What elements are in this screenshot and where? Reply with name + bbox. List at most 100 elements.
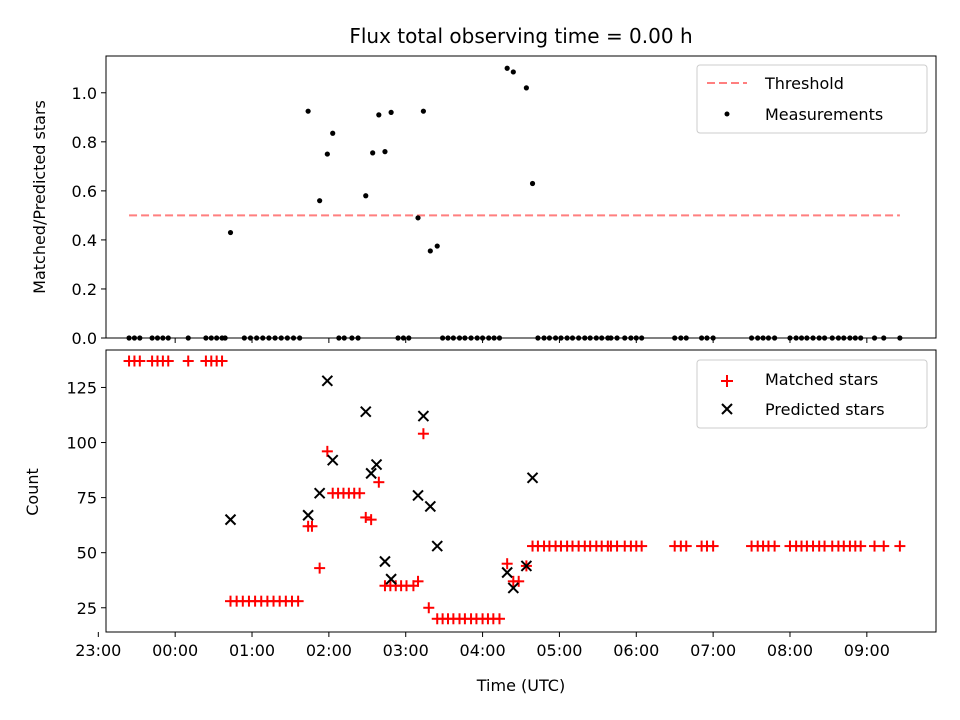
predicted-star-point — [224, 513, 237, 526]
matched-star-point — [354, 487, 366, 499]
measurement-point — [415, 215, 421, 221]
measurement-point — [330, 130, 336, 136]
predicted-star-point — [385, 573, 397, 585]
predicted-star-point — [379, 555, 391, 568]
top-y-axis-label: Matched/Predicted stars — [30, 100, 49, 294]
x-tick-label: 08:00 — [767, 641, 813, 660]
predicted-star-point — [370, 458, 383, 471]
predicted-star-point — [424, 500, 437, 513]
matched-star-point — [314, 562, 326, 574]
matched-star-point — [412, 575, 424, 587]
matched-star-point — [493, 613, 505, 625]
top-panel: Flux total observing time = 0.00 h Match… — [30, 24, 937, 348]
predicted-star-point — [365, 467, 377, 480]
top-legend: Threshold Measurements — [696, 64, 928, 134]
measurement-point — [227, 229, 234, 236]
matched-star-point — [869, 540, 881, 552]
matched-star-point — [855, 540, 867, 552]
predicted-star-point — [507, 582, 520, 594]
measurement-point — [420, 108, 426, 114]
measurement-point — [523, 85, 529, 91]
bottom-y-tick-label: 125 — [66, 378, 97, 397]
matched-star-point — [182, 355, 194, 367]
measurement-point — [382, 149, 388, 155]
measurement-point — [434, 243, 440, 249]
bottom-legend-box — [696, 359, 928, 429]
x-tick-label: 06:00 — [613, 641, 659, 660]
top-y-tick-label: 0.2 — [72, 280, 97, 299]
top-y-tick-label: 0.8 — [72, 133, 97, 152]
matched-star-point — [216, 355, 228, 367]
predicted-star-point — [501, 566, 513, 579]
matched-star-point — [417, 428, 429, 440]
matched-star-point — [292, 595, 304, 607]
measurement-point — [510, 69, 516, 75]
top-axes-frame — [105, 55, 937, 339]
top-legend-box — [696, 64, 928, 134]
matched-star-point — [501, 558, 513, 570]
x-tick-label: 23:00 — [75, 641, 121, 660]
predicted-star-point — [412, 489, 424, 502]
predicted-star-point — [302, 509, 314, 521]
top-y-tick-label: 0.4 — [72, 231, 97, 250]
bottom-y-axis-label: Count — [23, 468, 42, 516]
bottom-y-tick-label: 100 — [66, 434, 97, 453]
matched-star-point — [360, 511, 372, 523]
matched-star-point — [513, 575, 525, 587]
matched-legend-label: Matched stars — [765, 370, 878, 389]
predicted-star-point — [417, 410, 430, 422]
bottom-y-tick-label: 50 — [77, 544, 97, 563]
measurement-point — [370, 150, 376, 156]
threshold-legend-label: Threshold — [764, 74, 844, 93]
measurement-point — [376, 112, 382, 118]
predicted-star-point — [313, 487, 326, 499]
measurement-point — [305, 108, 311, 114]
predicted-star-point — [327, 454, 339, 466]
predicted-star-point — [321, 375, 334, 387]
matched-star-point — [769, 540, 781, 552]
top-y-tick-label: 0.0 — [72, 329, 97, 348]
matched-legend-swatch — [721, 375, 733, 387]
predicted-star-point — [360, 405, 372, 418]
measurement-point — [363, 193, 369, 199]
bottom-y-tick-label: 75 — [77, 489, 97, 508]
bottom-axes-frame — [105, 349, 937, 633]
predicted-star-point — [431, 540, 443, 552]
bottom-legend: Matched stars Predicted stars — [696, 359, 928, 429]
matched-star-point — [373, 476, 385, 488]
predicted-legend-swatch — [721, 403, 733, 415]
bottom-y-tick-label: 25 — [77, 599, 97, 618]
matched-star-point — [894, 540, 906, 552]
x-tick-label: 09:00 — [844, 641, 890, 660]
matched-star-point — [365, 514, 377, 526]
measurements-legend-swatch — [724, 111, 730, 117]
predicted-legend-label: Predicted stars — [765, 400, 885, 419]
measurement-point — [317, 198, 323, 204]
predicted-star-point — [526, 472, 539, 484]
matched-star-point — [636, 540, 648, 552]
matched-star-point — [423, 602, 435, 614]
chart-title: Flux total observing time = 0.00 h — [349, 24, 692, 48]
matched-star-point — [707, 540, 719, 552]
measurement-point — [388, 109, 394, 115]
matched-star-point — [134, 355, 146, 367]
matched-star-point — [680, 540, 692, 552]
x-tick-label: 02:00 — [306, 641, 352, 660]
matched-star-point — [321, 445, 333, 457]
x-tick-label: 07:00 — [690, 641, 736, 660]
bottom-panel: Count Time (UTC) 25 50 75 100 125 23:00 00:00 0… — [23, 349, 937, 695]
matched-star-point — [306, 520, 318, 532]
x-axis-label: Time (UTC) — [476, 676, 565, 695]
x-tick-label: 01:00 — [229, 641, 275, 660]
measurement-point — [529, 180, 536, 187]
matched-star-point — [878, 540, 890, 552]
matched-star-point — [162, 355, 174, 367]
top-y-tick-label: 1.0 — [72, 84, 97, 103]
predicted-star-point — [520, 560, 533, 572]
measurement-point — [427, 248, 433, 254]
measurement-point — [504, 65, 510, 71]
x-tick-label: 04:00 — [460, 641, 506, 660]
x-tick-label: 05:00 — [536, 641, 582, 660]
x-tick-label: 00:00 — [152, 641, 198, 660]
